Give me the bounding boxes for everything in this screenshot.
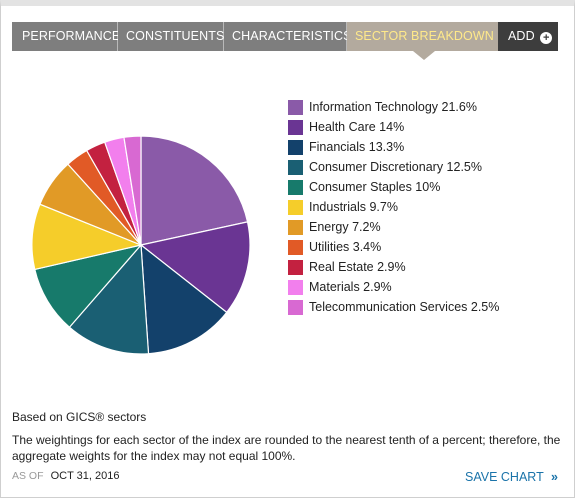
legend-swatch xyxy=(288,179,303,195)
legend-item: Consumer Staples 10% xyxy=(288,177,499,197)
legend-item: Information Technology 21.6% xyxy=(288,97,499,117)
legend-item: Telecommunication Services 2.5% xyxy=(288,297,499,317)
add-tab-label: ADD xyxy=(508,29,535,43)
as-of-date: AS OF OCT 31, 2016 xyxy=(12,470,119,482)
pie-slice-telecommunication-services[interactable] xyxy=(123,135,142,246)
legend-item: Materials 2.9% xyxy=(288,277,499,297)
gics-note: Based on GICS® sectors xyxy=(12,410,147,424)
legend-item: Real Estate 2.9% xyxy=(288,257,499,277)
add-tab-button[interactable]: ADD + xyxy=(498,22,558,51)
pie-slice-financials[interactable] xyxy=(140,243,228,355)
active-tab-pointer xyxy=(413,51,435,60)
legend-item: Financials 13.3% xyxy=(288,137,499,157)
tab-sector-breakdown[interactable]: SECTOR BREAKDOWN xyxy=(347,22,498,60)
legend-item: Energy 7.2% xyxy=(288,217,499,237)
legend-swatch xyxy=(288,119,303,135)
legend-item: Consumer Discretionary 12.5% xyxy=(288,157,499,177)
legend-item: Utilities 3.4% xyxy=(288,237,499,257)
legend-swatch xyxy=(288,199,303,215)
sector-pie-chart xyxy=(31,135,251,355)
legend-item: Health Care 14% xyxy=(288,117,499,137)
plus-circle-icon: + xyxy=(540,32,553,44)
tab-bar: PERFORMANCE CONSTITUENTS CHARACTERISTICS… xyxy=(12,22,558,60)
legend-label: Industrials 9.7% xyxy=(309,200,398,214)
save-chart-label: SAVE CHART xyxy=(465,470,544,484)
legend-item: Industrials 9.7% xyxy=(288,197,499,217)
legend-swatch xyxy=(288,139,303,155)
legend-label: Consumer Discretionary 12.5% xyxy=(309,160,482,174)
legend-swatch xyxy=(288,279,303,295)
as-of-value: OCT 31, 2016 xyxy=(50,470,120,482)
legend-swatch xyxy=(288,239,303,255)
legend-swatch xyxy=(288,159,303,175)
legend-label: Financials 13.3% xyxy=(309,140,405,154)
weighting-disclaimer: The weightings for each sector of the in… xyxy=(12,433,561,463)
legend-swatch xyxy=(288,299,303,315)
legend-label: Energy 7.2% xyxy=(309,220,381,234)
pie-slice-consumer-discretionary[interactable] xyxy=(68,243,150,355)
legend-swatch xyxy=(288,99,303,115)
tab-performance[interactable]: PERFORMANCE xyxy=(12,22,120,51)
legend-label: Real Estate 2.9% xyxy=(309,260,406,274)
legend-swatch xyxy=(288,259,303,275)
legend-label: Information Technology 21.6% xyxy=(309,100,477,114)
tab-sector-breakdown-label: SECTOR BREAKDOWN xyxy=(355,29,494,43)
legend-label: Telecommunication Services 2.5% xyxy=(309,300,500,314)
tab-characteristics[interactable]: CHARACTERISTICS xyxy=(224,22,351,51)
as-of-label: AS OF xyxy=(12,470,44,482)
pie-slice-information-technology[interactable] xyxy=(140,135,249,246)
legend-label: Utilities 3.4% xyxy=(309,240,382,254)
legend-swatch xyxy=(288,219,303,235)
save-chart-link[interactable]: SAVE CHART » xyxy=(465,470,558,484)
chart-legend: Information Technology 21.6% Health Care … xyxy=(288,97,499,317)
tab-constituents[interactable]: CONSTITUENTS xyxy=(118,22,224,51)
double-chevron-right-icon: » xyxy=(550,470,558,484)
legend-label: Health Care 14% xyxy=(309,120,405,134)
legend-label: Materials 2.9% xyxy=(309,280,392,294)
pie-slice-health-care[interactable] xyxy=(139,221,251,314)
legend-label: Consumer Staples 10% xyxy=(309,180,441,194)
